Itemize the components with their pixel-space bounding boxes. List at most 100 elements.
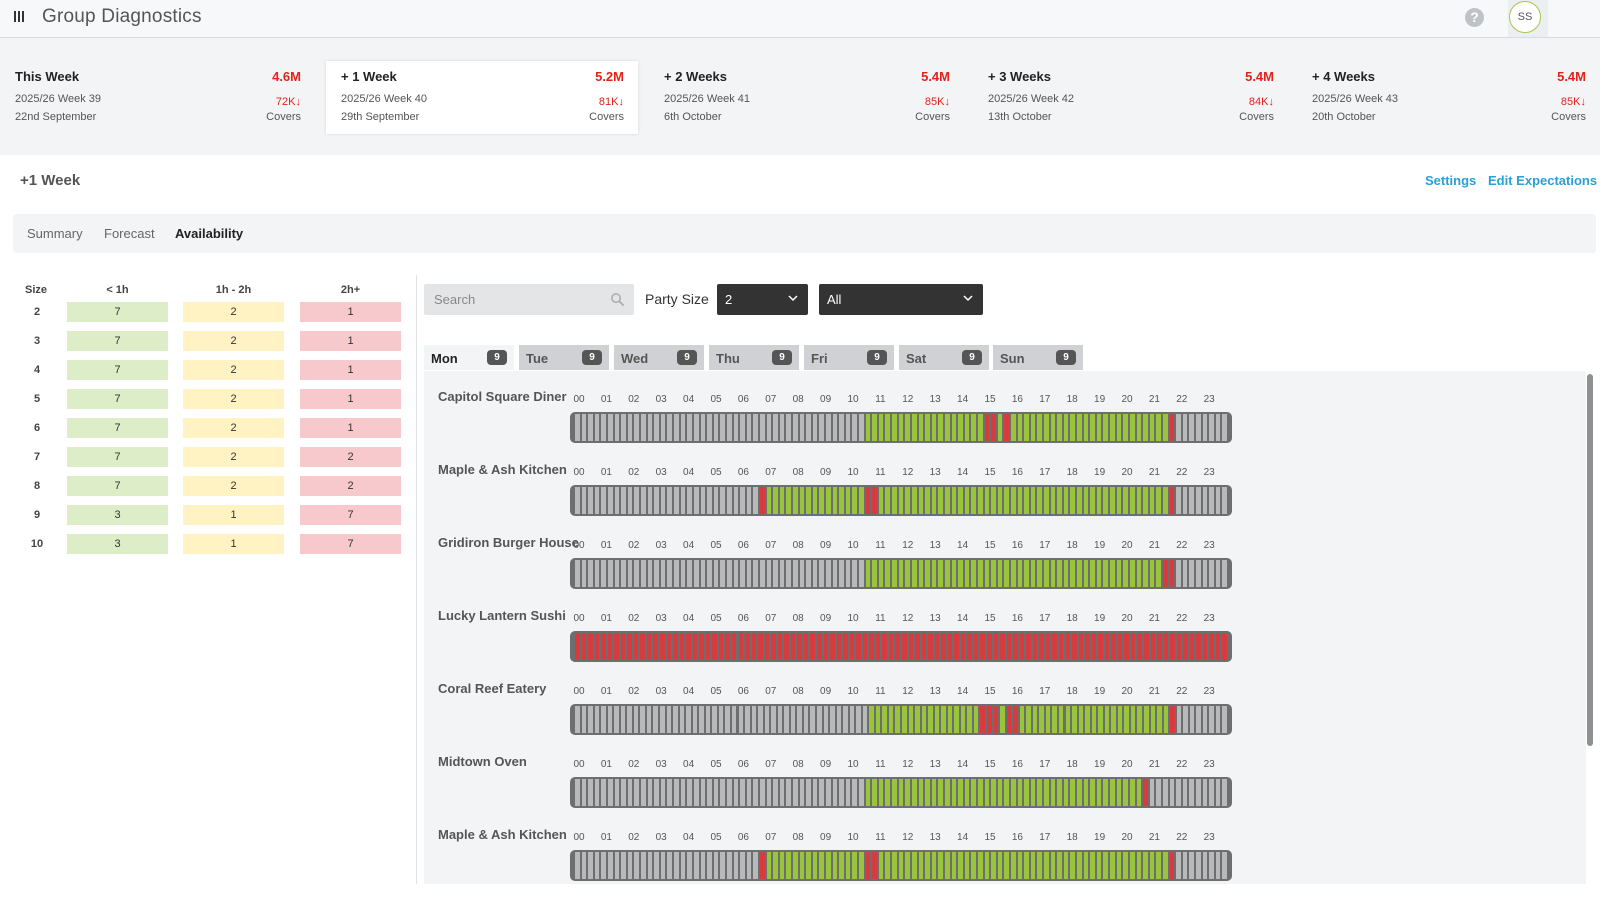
time-slot (971, 487, 976, 514)
week-card[interactable]: + 3 Weeks 5.4M 2025/26 Week 42 13th October… (973, 61, 1288, 134)
time-slot (878, 779, 884, 806)
grid-scrollbar[interactable] (1587, 374, 1593, 746)
availability-bar[interactable] (570, 412, 1232, 443)
tab-forecast[interactable]: Forecast (104, 226, 155, 241)
time-slot (1222, 633, 1227, 660)
hour-label: 23 (1203, 394, 1215, 405)
time-slot (751, 633, 757, 660)
search-input[interactable] (424, 284, 624, 315)
hour-label: 23 (1203, 613, 1215, 624)
time-slot (1063, 414, 1069, 441)
question-circle-icon[interactable]: ? (1465, 8, 1484, 27)
hour-label: 14 (957, 394, 969, 405)
col-header-1h-2h: 1h - 2h (215, 284, 252, 296)
time-slot (849, 633, 855, 660)
time-slot (1044, 852, 1049, 879)
time-slot (1030, 779, 1036, 806)
day-tab-thu[interactable]: Thu 9 (709, 345, 799, 370)
edit-expectations-link[interactable]: Edit Expectations (1488, 173, 1598, 188)
time-slot (1057, 487, 1062, 514)
hour-label: 10 (847, 540, 859, 551)
time-slot (799, 487, 805, 514)
time-slot (660, 706, 665, 733)
menu-icon[interactable] (13, 10, 25, 24)
time-slot (1070, 487, 1076, 514)
time-slot (991, 487, 996, 514)
day-tab-sat[interactable]: Sat 9 (899, 345, 989, 370)
settings-link[interactable]: Settings (1425, 173, 1477, 188)
time-slot (601, 779, 607, 806)
week-number: 2025/26 Week 43 (1312, 93, 1399, 105)
week-card[interactable]: This Week 4.6M 2025/26 Week 39 22nd Septemb… (0, 61, 315, 134)
scope-select[interactable]: All (819, 284, 983, 315)
time-slot (1103, 487, 1109, 514)
time-slot (892, 414, 897, 441)
hour-label: 07 (765, 759, 777, 770)
time-slot (938, 852, 943, 879)
week-card[interactable]: + 2 Weeks 5.4M 2025/26 Week 41 6th October 8… (649, 61, 964, 134)
availability-bar[interactable] (570, 777, 1232, 808)
time-slot (1143, 560, 1148, 587)
hour-label: 09 (820, 540, 832, 551)
day-tab-mon[interactable]: Mon 9 (424, 345, 514, 370)
tab-summary[interactable]: Summary (27, 226, 83, 241)
time-slot (1083, 414, 1089, 441)
week-label: + 2 Weeks (664, 69, 728, 84)
week-card[interactable]: + 4 Weeks 5.4M 2025/26 Week 43 20th October… (1297, 61, 1600, 134)
week-card[interactable]: + 1 Week 5.2M 2025/26 Week 40 29th Septembe… (326, 61, 638, 134)
size-value: 5 (33, 393, 41, 405)
time-slot (786, 852, 791, 879)
hour-label: 21 (1148, 832, 1160, 843)
day-tab-fri[interactable]: Fri 9 (804, 345, 894, 370)
time-slot (856, 706, 861, 733)
avatar[interactable]: SS (1509, 1, 1541, 33)
time-slot (1104, 706, 1110, 733)
availability-bar[interactable] (570, 485, 1232, 516)
time-slot (647, 487, 653, 514)
day-count-badge: 9 (582, 350, 602, 365)
hour-label: 03 (655, 613, 667, 624)
size-cell-lt1h: 7 (67, 331, 168, 351)
time-slot (958, 560, 963, 587)
availability-bar[interactable] (570, 558, 1232, 589)
week-label: + 4 Weeks (1312, 69, 1376, 84)
covers-value: 72K↓ (275, 96, 301, 108)
time-slot (925, 852, 930, 879)
time-slot (733, 487, 739, 514)
time-slot (938, 487, 943, 514)
time-slot (746, 560, 752, 587)
hour-label: 10 (847, 686, 859, 697)
time-slot (826, 852, 831, 879)
time-slot (1143, 779, 1148, 806)
search-icon[interactable] (610, 292, 625, 307)
time-slot (764, 706, 770, 733)
time-slot (1116, 560, 1122, 587)
availability-bar[interactable] (570, 850, 1232, 881)
availability-bar[interactable] (570, 631, 1232, 662)
hour-label: 01 (600, 759, 612, 770)
restaurant-name: Lucky Lantern Sushi (438, 608, 566, 623)
time-slot (951, 779, 957, 806)
day-tab-wed[interactable]: Wed 9 (614, 345, 704, 370)
time-slot (627, 779, 633, 806)
tab-availability[interactable]: Availability (175, 226, 244, 241)
hour-label: 13 (929, 394, 941, 405)
time-slot (654, 414, 659, 441)
hour-label: 15 (984, 467, 996, 478)
time-slot (1057, 560, 1062, 587)
time-slot (812, 487, 818, 514)
time-slot (845, 414, 851, 441)
time-slot (872, 852, 877, 879)
time-slot (938, 779, 943, 806)
time-slot (1019, 633, 1025, 660)
party-size-select[interactable]: 2 (717, 284, 808, 315)
time-slot (993, 633, 999, 660)
availability-bar[interactable] (570, 704, 1232, 735)
time-slot (964, 852, 970, 879)
day-tab-tue[interactable]: Tue 9 (519, 345, 609, 370)
hour-label: 11 (875, 394, 886, 405)
time-slot (692, 633, 698, 660)
time-slot (964, 487, 970, 514)
week-date: 20th October (1312, 111, 1376, 123)
day-tab-sun[interactable]: Sun 9 (993, 345, 1083, 370)
